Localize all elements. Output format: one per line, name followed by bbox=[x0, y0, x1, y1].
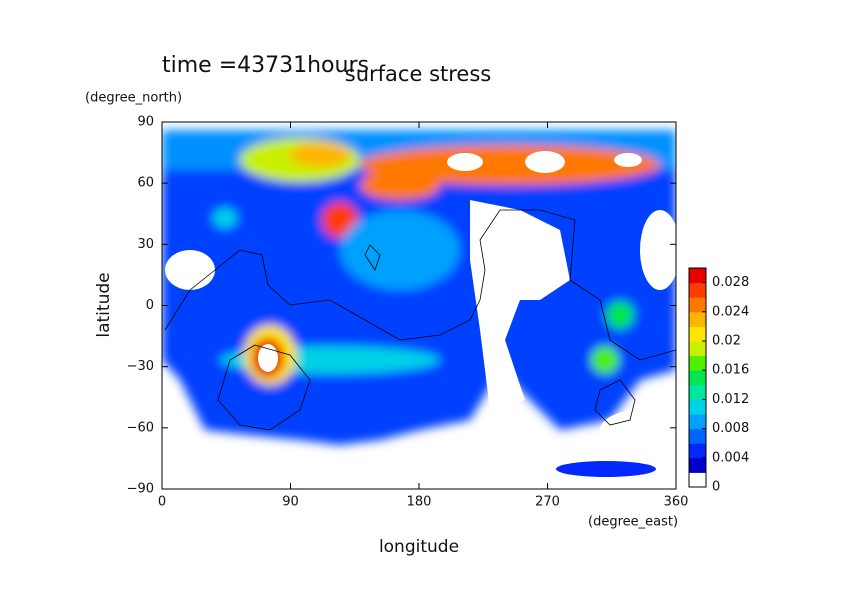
x-tick-label: 0 bbox=[158, 495, 166, 510]
colorbar-segment bbox=[689, 443, 706, 459]
colorbar-segment bbox=[689, 384, 706, 400]
colorbar-tick-label: 0.012 bbox=[712, 392, 749, 407]
colorbar-tick-label: 0.016 bbox=[712, 363, 749, 378]
colorbar-tick-label: 0.028 bbox=[712, 275, 749, 290]
y-tick-label: 0 bbox=[146, 298, 154, 313]
colorbar-tick-label: 0.008 bbox=[712, 421, 749, 436]
colorbar-segment bbox=[689, 399, 706, 415]
y-axis-label: latitude bbox=[94, 272, 114, 337]
colorbar-tick-label: 0.004 bbox=[712, 450, 749, 465]
colorbar-segment bbox=[689, 414, 706, 430]
colorbar-tick-label: 0 bbox=[712, 480, 720, 495]
y-tick-label: 30 bbox=[137, 237, 154, 252]
colorbar-segment bbox=[689, 341, 706, 357]
field-gaps bbox=[162, 151, 676, 489]
colorbar-segment bbox=[689, 355, 706, 371]
x-axis-label: longitude bbox=[379, 537, 459, 557]
field-blobs bbox=[162, 130, 676, 445]
y-unit: (degree_north) bbox=[85, 91, 182, 106]
colorbar-segment bbox=[689, 370, 706, 386]
colorbar-tick-label: 0.024 bbox=[712, 304, 749, 319]
colorbar-segment bbox=[689, 428, 706, 444]
x-unit: (degree_east) bbox=[588, 515, 678, 530]
y-tick-label: −60 bbox=[127, 420, 154, 435]
colorbar-frame bbox=[688, 267, 707, 488]
colorbar-segment bbox=[689, 457, 706, 473]
x-tick-label: 360 bbox=[664, 495, 689, 510]
chart-subtitle: time =43731hours bbox=[162, 53, 369, 78]
y-tick-label: −90 bbox=[127, 482, 154, 497]
colorbar-segment bbox=[689, 282, 706, 298]
colorbar-segment bbox=[689, 326, 706, 342]
colorbar-segment bbox=[689, 297, 706, 313]
x-tick-label: 90 bbox=[282, 495, 299, 510]
colorbar-tick-label: 0.02 bbox=[712, 334, 741, 349]
chart-title: surface stress bbox=[345, 62, 491, 86]
colorbar-segment bbox=[689, 311, 706, 327]
y-tick-label: −30 bbox=[127, 359, 154, 374]
x-tick-label: 180 bbox=[407, 495, 432, 510]
y-tick-label: 60 bbox=[137, 176, 154, 191]
antarctic-blob bbox=[556, 461, 656, 477]
contour-field bbox=[162, 122, 676, 489]
coastline bbox=[164, 209, 676, 431]
colorbar-segment bbox=[689, 268, 706, 284]
colorbar-segment bbox=[689, 472, 706, 488]
x-tick-label: 270 bbox=[535, 495, 560, 510]
y-tick-label: 90 bbox=[137, 115, 154, 130]
